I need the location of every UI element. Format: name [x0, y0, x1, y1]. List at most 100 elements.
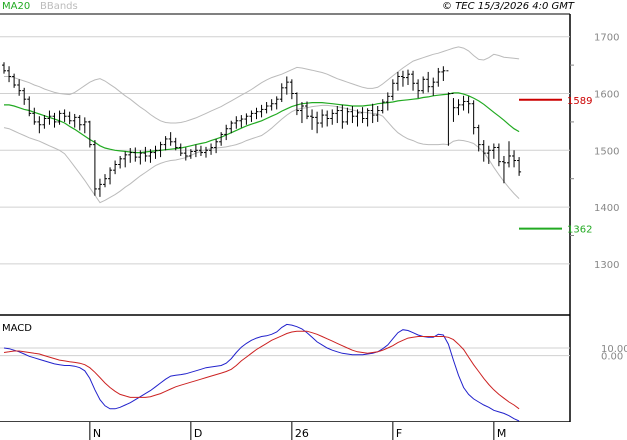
copyright-text: © TEC 15/3/2026 4:0 GMT	[442, 1, 575, 12]
ohlc-bar	[512, 150, 517, 168]
ohlc-bar	[279, 83, 284, 103]
price-tick-label: 1600	[594, 90, 619, 101]
ohlc-bar	[118, 155, 123, 169]
ohlc-bar	[108, 167, 113, 185]
macd-series	[3, 323, 520, 422]
ohlc-bar	[289, 79, 294, 100]
ohlc-bar	[461, 95, 466, 111]
ohlc-bar	[390, 79, 395, 101]
ohlc-bar	[168, 132, 173, 146]
ohlc-bar	[17, 79, 22, 96]
ohlc-bar	[153, 145, 158, 159]
ohlc-bar	[188, 149, 193, 159]
ohlc-bar	[163, 136, 168, 151]
x-tick-label: N	[93, 427, 101, 440]
ohlc-bar	[42, 115, 47, 129]
ohlc-bar	[431, 77, 436, 96]
ohlc-bar	[234, 116, 239, 129]
x-tick-label: D	[194, 427, 202, 440]
ohlc-bar	[143, 146, 148, 162]
ohlc-bar	[375, 106, 380, 122]
ohlc-bar	[244, 113, 249, 125]
ohlc-bar	[501, 155, 506, 184]
price-bars	[2, 62, 522, 197]
ohlc-bar	[365, 108, 370, 127]
ohlc-bar	[436, 67, 441, 87]
macd-signal-line	[3, 330, 520, 410]
ohlc-bar	[345, 107, 350, 125]
ohlc-bar	[380, 99, 385, 114]
ohlc-bar	[456, 99, 461, 116]
ohlc-bar	[12, 73, 17, 88]
ohlc-bar	[37, 116, 42, 134]
ohlc-bar	[385, 92, 390, 111]
ohlc-bar	[274, 96, 279, 110]
ohlc-bar	[224, 124, 229, 141]
ohlc-bar	[406, 69, 410, 85]
ohlc-bar	[219, 132, 224, 146]
ohlc-bar	[330, 109, 335, 125]
price-tick-label: 1700	[594, 33, 619, 44]
macd-tick-label: 10.00	[601, 344, 627, 355]
ohlc-bar	[446, 70, 451, 146]
resistance-level-label: 1589	[567, 96, 592, 107]
ohlc-bar	[158, 141, 163, 158]
ohlc-bar	[335, 106, 340, 124]
ohlc-bar	[113, 160, 118, 175]
ohlc-bar	[491, 143, 496, 159]
ohlc-bar	[254, 107, 259, 120]
ma20-series	[4, 92, 520, 154]
ohlc-bar	[97, 178, 102, 197]
ohlc-bar	[7, 66, 12, 83]
ohlc-bar	[32, 107, 37, 125]
ohlc-bar	[426, 71, 431, 93]
ohlc-bar	[229, 120, 234, 134]
ohlc-bar	[264, 102, 269, 114]
ohlc-bar	[72, 113, 77, 128]
ohlc-bar	[340, 104, 345, 129]
ma20-line	[4, 92, 520, 154]
ohlc-bar	[87, 120, 92, 148]
macd-tick-label: 0.00	[601, 352, 623, 363]
ohlc-bar	[411, 70, 416, 91]
ohlc-bar	[395, 71, 400, 91]
bbands-series	[3, 46, 520, 204]
ma-legend-label: MA20	[2, 1, 30, 12]
ohlc-bar	[82, 117, 87, 134]
ohlc-bar	[400, 70, 405, 87]
ohlc-bar	[239, 115, 244, 128]
ohlc-bar	[47, 110, 52, 125]
ohlc-bar	[476, 124, 481, 152]
ohlc-bar	[123, 151, 128, 168]
ohlc-bar	[27, 96, 32, 117]
ohlc-bar	[315, 111, 320, 134]
macd-panel-label: MACD	[2, 323, 32, 334]
ohlc-bar	[77, 115, 82, 131]
ohlc-bar	[57, 110, 62, 125]
ohlc-bar	[249, 110, 254, 122]
ohlc-bar	[133, 147, 138, 162]
x-axis: N D 26 F M	[89, 422, 507, 440]
price-levels: 1589 1362	[519, 96, 592, 236]
ohlc-bar	[355, 109, 360, 127]
ohlc-bar	[451, 93, 456, 122]
ohlc-bar	[209, 143, 214, 155]
price-tick-label: 1300	[594, 260, 619, 271]
ohlc-bar	[173, 137, 178, 151]
ohlc-bar	[486, 145, 491, 164]
ohlc-bar	[22, 87, 27, 105]
ohlc-bar	[178, 143, 183, 156]
bbands-upper-line	[4, 46, 520, 124]
ohlc-bar	[284, 76, 289, 95]
ohlc-bar	[370, 103, 375, 124]
ohlc-bar	[259, 104, 264, 118]
support-level-label: 1362	[567, 225, 592, 236]
bbands-legend-label: BBands	[40, 1, 78, 12]
x-tick-label: 26	[295, 427, 309, 440]
chart-header: MA20 BBands © TEC 15/3/2026 4:0 GMT	[2, 1, 575, 12]
ohlc-bar	[416, 79, 421, 99]
x-tick-label: M	[497, 427, 507, 440]
x-tick-label: F	[396, 427, 402, 440]
ohlc-bar	[466, 96, 471, 114]
